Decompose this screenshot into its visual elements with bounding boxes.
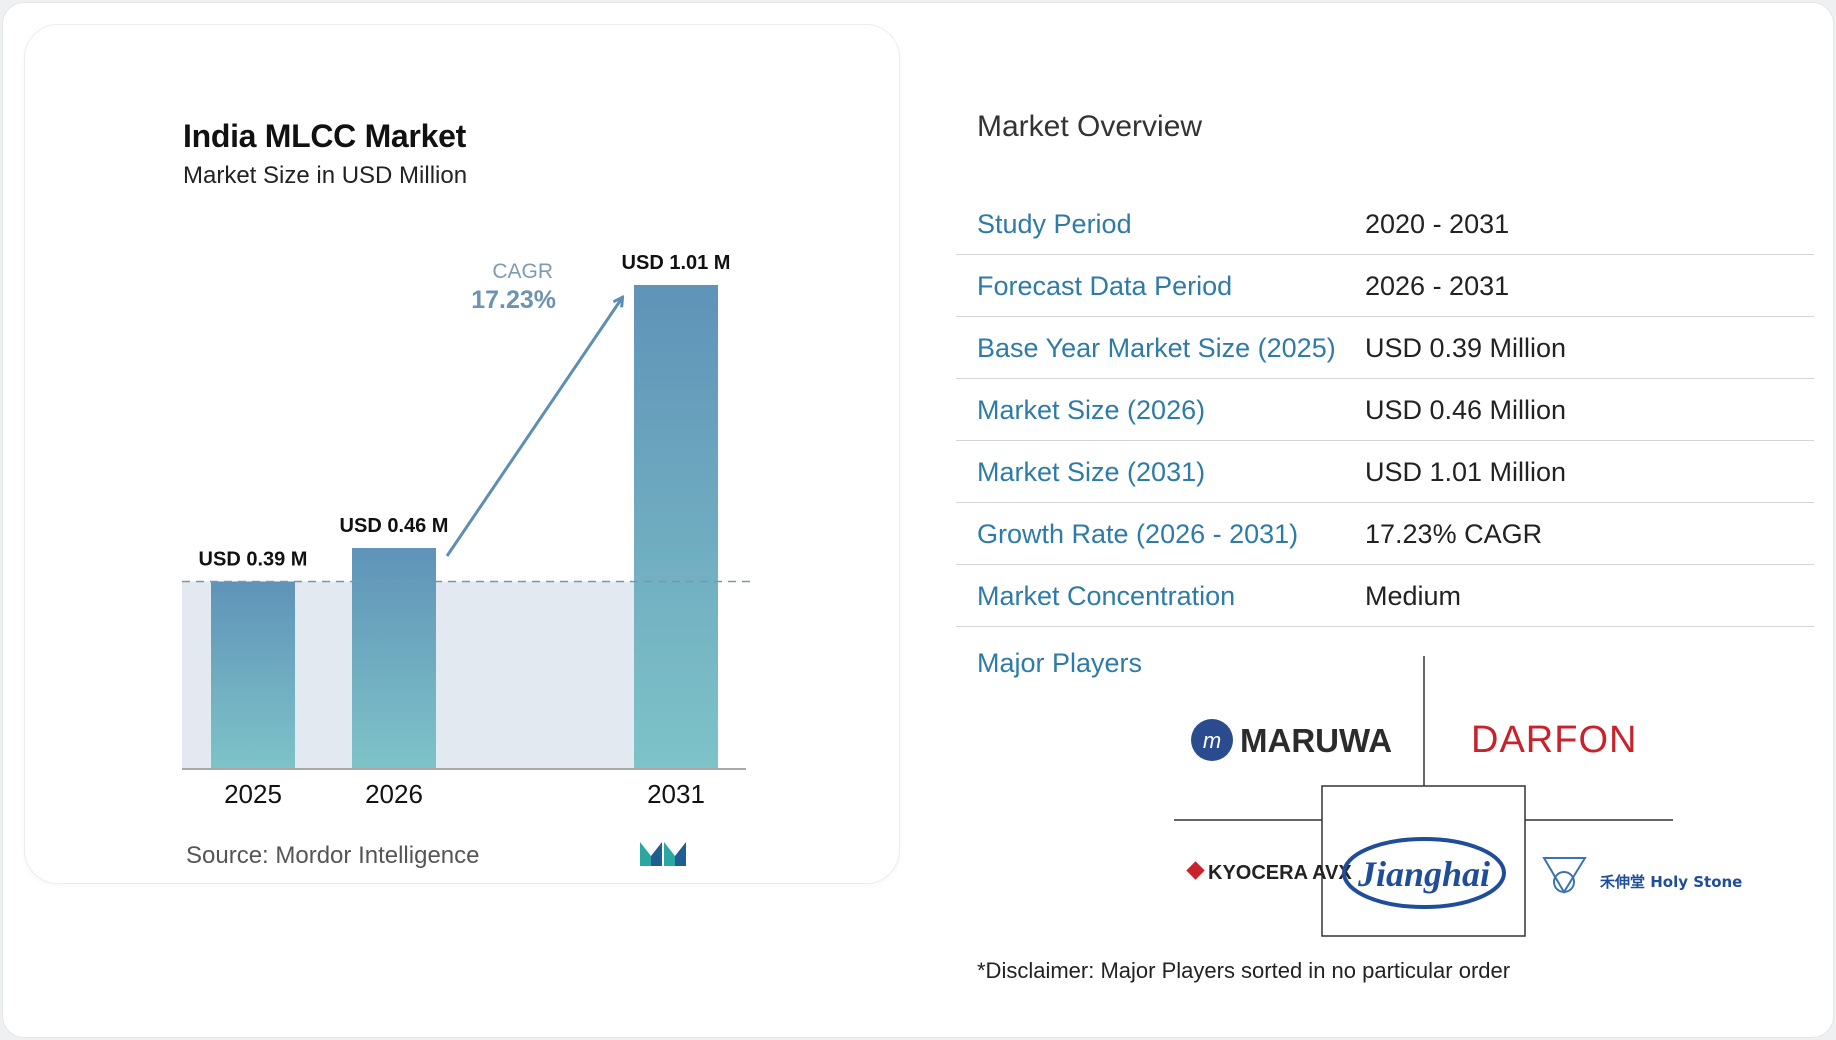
jianghai-name: Jianghai — [1357, 854, 1490, 894]
overview-row: Growth Rate (2026 - 2031) 17.23% CAGR — [956, 502, 1814, 565]
cagr-arrow — [445, 298, 622, 557]
cagr-value: 17.23% — [471, 286, 556, 314]
overview-row: Study Period 2020 - 2031 — [956, 192, 1814, 255]
overview-row-label: Base Year Market Size (2025) — [977, 333, 1336, 363]
x-tick-label: 2025 — [224, 779, 282, 809]
bar-chart: USD 0.39 M 2025 USD 0.46 M 2026 USD 1.01 M 20… — [182, 252, 752, 809]
overview-row-value: 2020 - 2031 — [1365, 209, 1510, 239]
overview-row-label: Forecast Data Period — [977, 271, 1233, 301]
overview-row-label: Market Concentration — [977, 581, 1236, 611]
maruwa-name: MARUWA — [1240, 722, 1392, 759]
source-text: Source: Mordor Intelligence — [186, 842, 480, 869]
overview-row: Market Size (2026) USD 0.46 Million — [956, 378, 1814, 441]
darfon-logo: DARFON — [1471, 719, 1637, 761]
jianghai-logo: Jianghai — [1342, 837, 1506, 909]
overview-row: Base Year Market Size (2025) USD 0.39 Mil… — [956, 316, 1814, 379]
major-players-label: Major Players — [977, 648, 1143, 678]
x-tick-label: 2031 — [647, 779, 705, 809]
overview-row-label: Study Period — [977, 209, 1132, 239]
darfon-name: DARFON — [1471, 719, 1637, 761]
market-overview-title: Market Overview — [977, 110, 1203, 143]
overview-row-label: Growth Rate (2026 - 2031) — [977, 519, 1299, 549]
kyocera-avx-logo: KYOCERA AVX — [1186, 861, 1352, 884]
overview-row: Market Concentration Medium — [956, 564, 1814, 627]
kyocera-avx-name: KYOCERA AVX — [1208, 862, 1352, 884]
data-label: USD 1.01 M — [622, 252, 731, 274]
data-label: USD 0.39 M — [199, 548, 308, 570]
overview-row-value: 17.23% CAGR — [1365, 519, 1543, 549]
overview-row-label: Market Size (2031) — [977, 457, 1206, 487]
data-label: USD 0.46 M — [340, 515, 449, 537]
maruwa-logo: m MARUWA — [1191, 719, 1392, 761]
bar-2031 — [634, 285, 718, 768]
chart-subtitle: Market Size in USD Million — [183, 162, 468, 189]
overview-row-label: Market Size (2026) — [977, 395, 1206, 425]
mordor-intelligence-logo-icon — [640, 842, 686, 866]
players-center-box — [1321, 785, 1526, 937]
overview-row: Market Size (2031) USD 1.01 Million — [956, 440, 1814, 503]
overview-row: Forecast Data Period 2026 - 2031 — [956, 254, 1814, 317]
kyocera-mark-icon — [1186, 861, 1205, 880]
chart-title: India MLCC Market — [183, 118, 466, 154]
disclaimer-text: *Disclaimer: Major Players sorted in no … — [977, 958, 1511, 983]
bar-2026 — [352, 548, 436, 768]
holy-stone-name: 禾伸堂 Holy Stone — [1600, 873, 1742, 891]
holy-stone-mark-icon — [1542, 857, 1587, 894]
holy-stone-logo: 禾伸堂 Holy Stone — [1542, 857, 1742, 894]
maruwa-mark-icon — [1191, 719, 1233, 761]
overview-row-value: Medium — [1365, 581, 1462, 611]
bar-2025 — [211, 581, 295, 768]
svg-text:m: m — [1203, 728, 1221, 753]
overview-row-value: USD 0.46 Million — [1365, 395, 1567, 425]
cagr-label: CAGR — [492, 260, 553, 283]
x-tick-label: 2026 — [365, 779, 423, 809]
overview-row-value: 2026 - 2031 — [1365, 271, 1510, 301]
overview-row-value: USD 0.39 Million — [1365, 333, 1567, 363]
overview-row-value: USD 1.01 Million — [1365, 457, 1567, 487]
